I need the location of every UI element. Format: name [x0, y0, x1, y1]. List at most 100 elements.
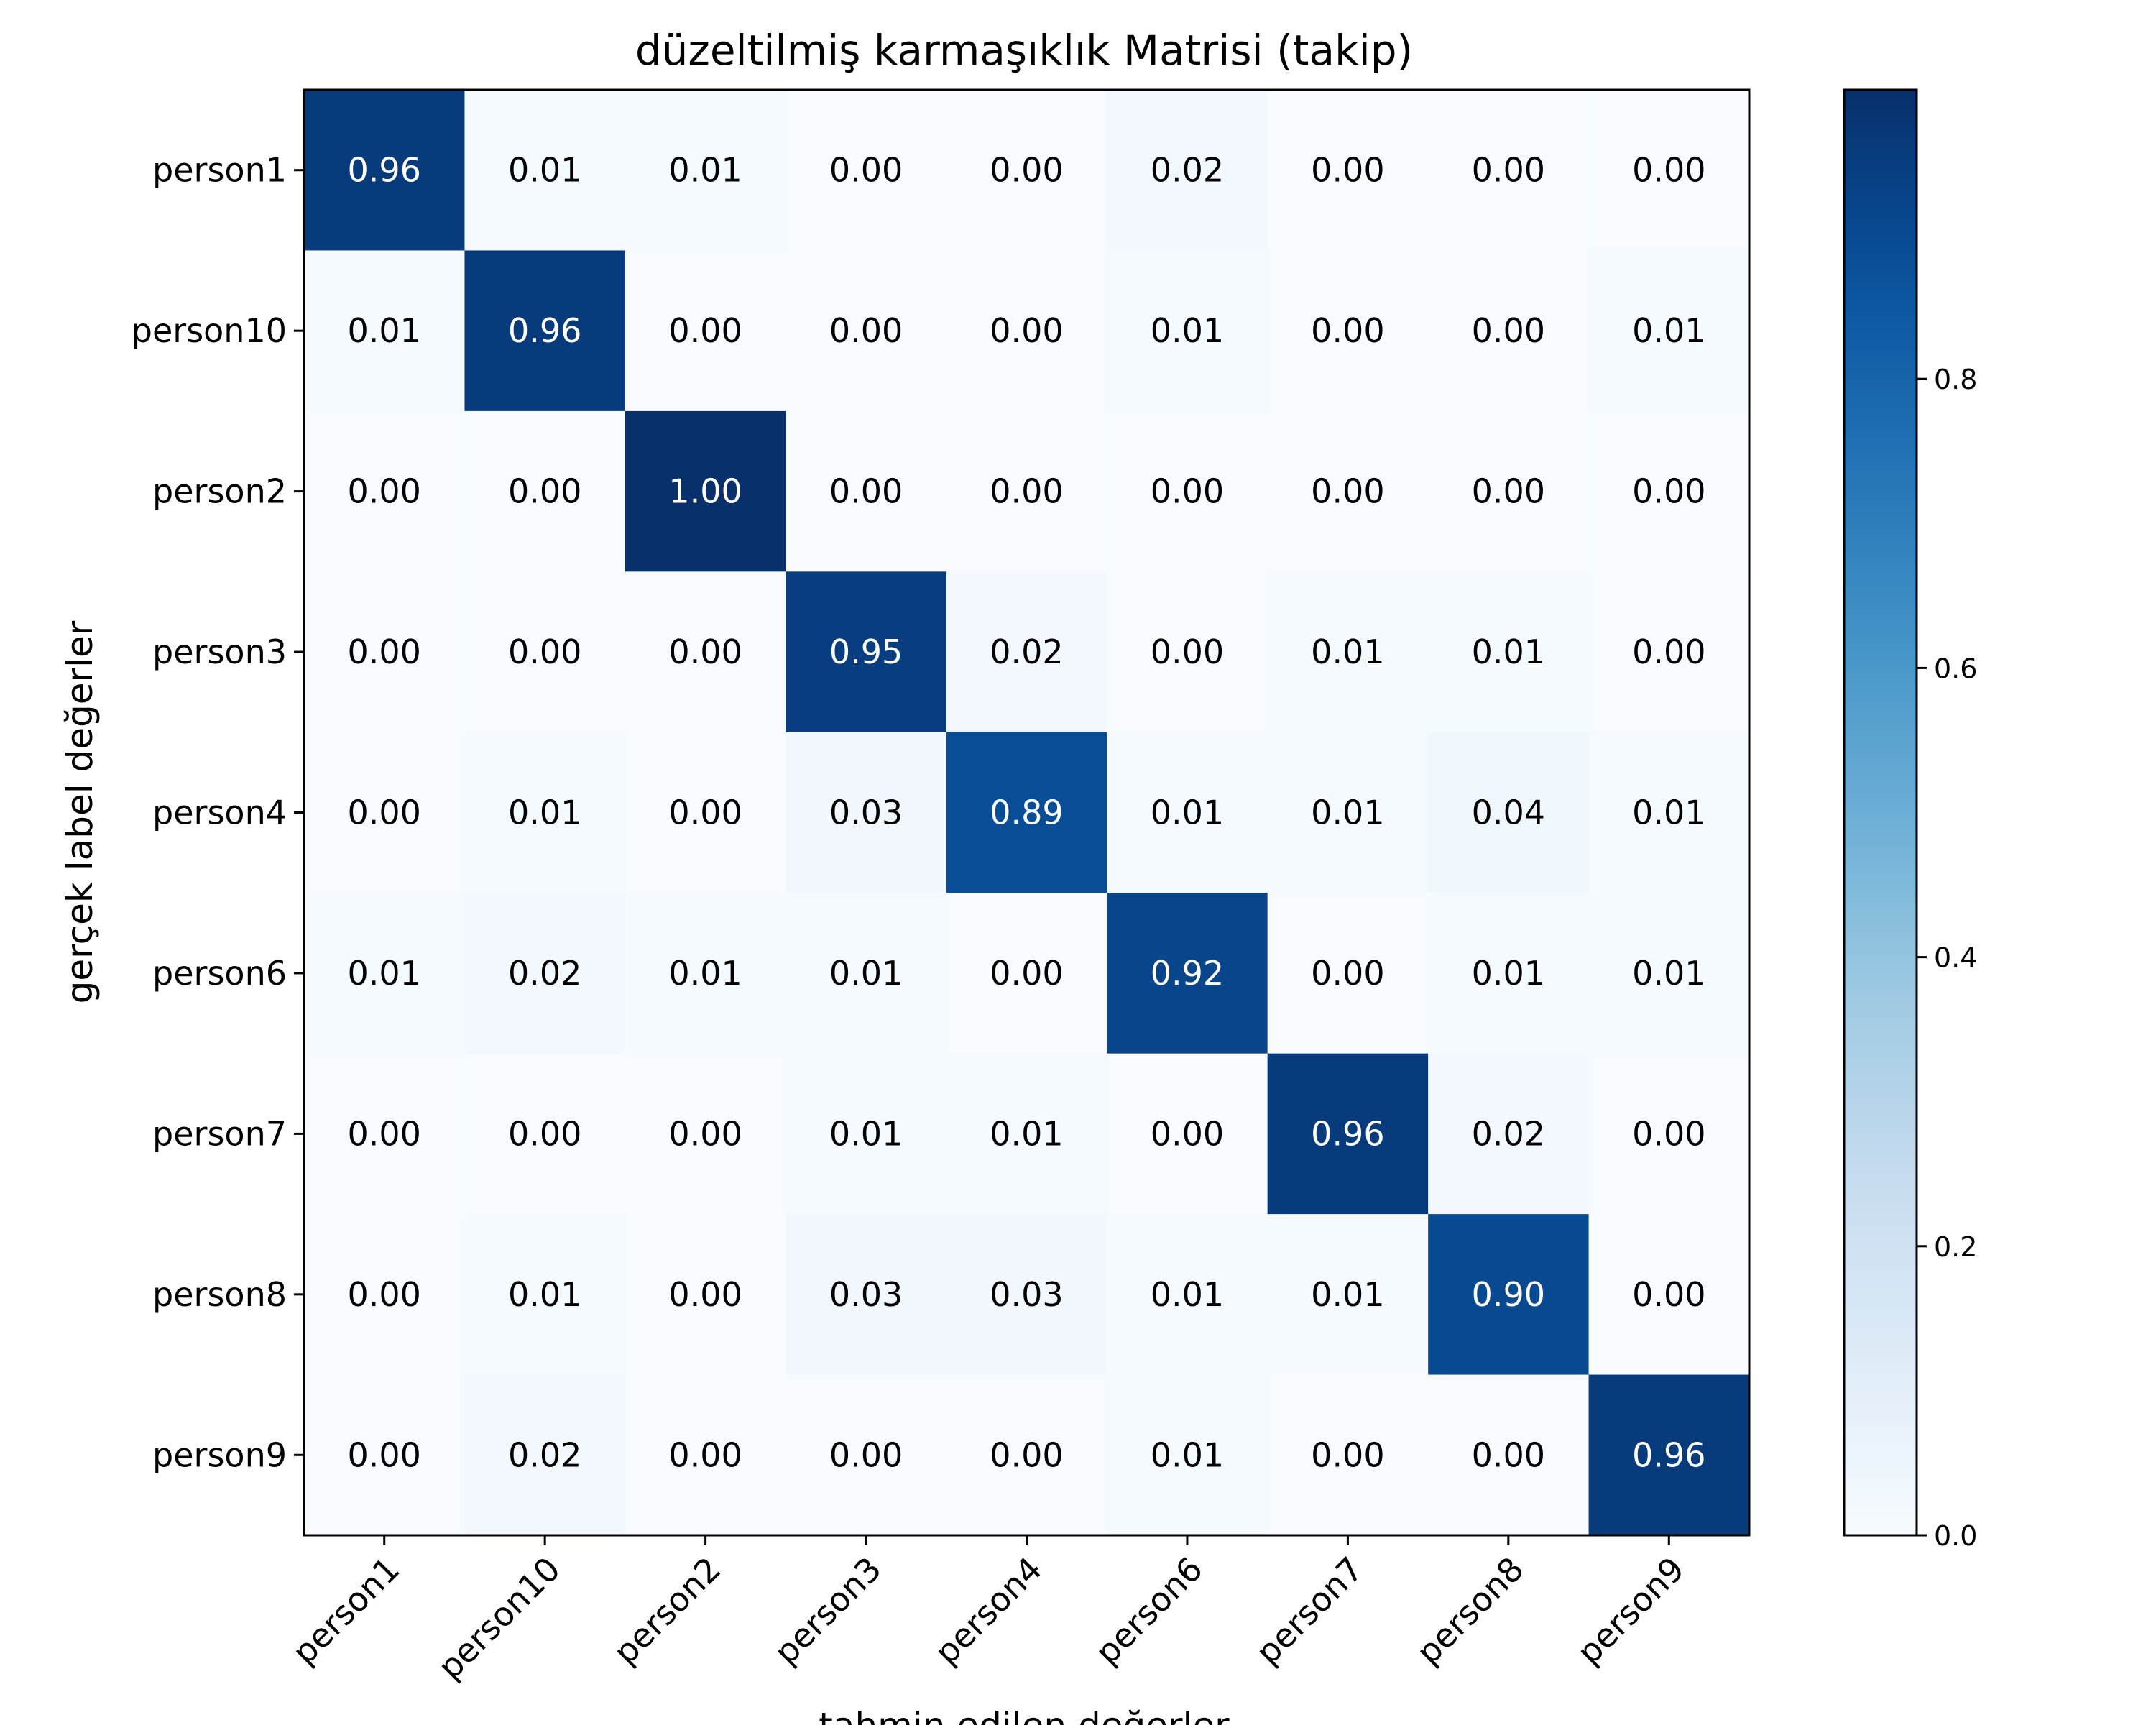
heatmap-cell: [464, 1374, 626, 1536]
cell-value-label: 0.95: [829, 632, 903, 671]
heatmap-cell: [1588, 1053, 1750, 1215]
heatmap-cell: [625, 571, 786, 733]
cell-value-label: 0.01: [1151, 311, 1224, 350]
cell-value-label: 0.96: [1632, 1435, 1705, 1474]
heatmap-cell: [464, 571, 626, 733]
cell-value-label: 0.01: [348, 954, 421, 993]
heatmap-cell: [1107, 1374, 1268, 1536]
heatmap-cell: [1107, 1053, 1268, 1215]
x-tick-label: person8: [1409, 1550, 1531, 1672]
heatmap-cell: [1588, 250, 1750, 412]
heatmap-cell: [625, 250, 786, 412]
cell-value-label: 0.01: [508, 1275, 581, 1314]
y-tick-label: person7: [152, 1114, 287, 1153]
heatmap-cell: [304, 893, 466, 1054]
heatmap-cell: [304, 571, 466, 733]
heatmap-cell: [304, 1374, 466, 1536]
colorbar-tick-label: 0.4: [1934, 942, 1977, 974]
heatmap-cell: [786, 90, 947, 252]
cell-value-label: 0.00: [1632, 1114, 1705, 1153]
x-tick-label: person7: [1248, 1550, 1370, 1672]
cell-value-label: 0.00: [990, 151, 1063, 190]
heatmap-cell: [1267, 571, 1429, 733]
x-tick-label: person4: [927, 1550, 1049, 1672]
heatmap-cell: [304, 1053, 466, 1215]
heatmap-cell-labels: 0.96 0.01 0.01 0.00 0.00 0.02 0.00 0.00 0.00 0.01…: [348, 151, 1706, 1475]
heatmap-cell: [786, 410, 947, 572]
cell-value-label: 0.00: [1472, 1435, 1545, 1474]
cell-value-label: 0.00: [1311, 151, 1384, 190]
heatmap-cell: [1588, 893, 1750, 1054]
cell-value-label: 0.01: [1311, 794, 1384, 832]
cell-value-label: 0.00: [1311, 311, 1384, 350]
y-tick-label: person1: [152, 151, 287, 190]
cell-value-label: 0.00: [829, 311, 903, 350]
cell-value-label: 0.00: [668, 632, 742, 671]
cell-value-label: 0.00: [829, 1435, 903, 1474]
cell-value-label: 0.96: [348, 151, 421, 190]
heatmap-cell: [1588, 410, 1750, 572]
cell-value-label: 0.02: [990, 632, 1063, 671]
heatmap-cell: [946, 250, 1107, 412]
y-tick-label: person4: [152, 794, 287, 832]
cell-value-label: 0.00: [990, 472, 1063, 511]
cell-value-label: 0.01: [668, 954, 742, 993]
y-tick-label: person8: [152, 1275, 287, 1314]
heatmap-cell: [1428, 410, 1590, 572]
cell-value-label: 0.02: [1472, 1114, 1545, 1153]
heatmap-cell: [464, 1214, 626, 1376]
heatmap-cell: [625, 1053, 786, 1215]
heatmap-cell: [1107, 410, 1268, 572]
x-axis-ticks: person1 person10 person2 person3 person4 pers…: [285, 1535, 1692, 1687]
cell-value-label: 0.03: [990, 1275, 1063, 1314]
heatmap-cell: [1267, 410, 1429, 572]
colorbar-tick-label: 0.2: [1934, 1231, 1977, 1263]
cell-value-label: 0.00: [1632, 632, 1705, 671]
heatmap-cell: [464, 250, 626, 412]
heatmap-cell: [1267, 90, 1429, 252]
cell-value-label: 0.01: [1311, 1275, 1384, 1314]
cell-value-label: 0.01: [990, 1114, 1063, 1153]
cell-value-label: 0.00: [1632, 151, 1705, 190]
cell-value-label: 0.00: [1632, 472, 1705, 511]
heatmap-cell: [1428, 1374, 1590, 1536]
heatmap-cells: [304, 90, 1750, 1536]
heatmap-cell: [946, 732, 1107, 893]
cell-value-label: 0.01: [1632, 954, 1705, 993]
cell-value-label: 0.01: [1472, 632, 1545, 671]
cell-value-label: 0.00: [1311, 1435, 1384, 1474]
cell-value-label: 0.01: [829, 954, 903, 993]
x-tick-label: person6: [1087, 1550, 1210, 1672]
heatmap-cell: [946, 410, 1107, 572]
heatmap-cell: [1588, 90, 1750, 252]
cell-value-label: 0.00: [348, 1275, 421, 1314]
cell-value-label: 0.00: [668, 311, 742, 350]
cell-value-label: 0.01: [508, 151, 581, 190]
cell-value-label: 0.00: [348, 794, 421, 832]
cell-value-label: 0.89: [990, 794, 1063, 832]
cell-value-label: 0.01: [508, 794, 581, 832]
cell-value-label: 0.00: [348, 1114, 421, 1153]
cell-value-label: 0.01: [1472, 954, 1545, 993]
heatmap-cell: [625, 893, 786, 1054]
cell-value-label: 0.00: [1151, 472, 1224, 511]
cell-value-label: 0.04: [1472, 794, 1545, 832]
cell-value-label: 0.00: [1632, 1275, 1705, 1314]
cell-value-label: 0.01: [1632, 794, 1705, 832]
heatmap-cell: [1428, 1053, 1590, 1215]
heatmap-cell: [1107, 732, 1268, 893]
y-tick-label: person9: [152, 1435, 287, 1474]
cell-value-label: 0.01: [1311, 632, 1384, 671]
heatmap-cell: [1428, 893, 1590, 1054]
cell-value-label: 0.00: [668, 1114, 742, 1153]
cell-value-label: 0.00: [668, 1275, 742, 1314]
cell-value-label: 0.00: [990, 1435, 1063, 1474]
cell-value-label: 0.03: [829, 1275, 903, 1314]
heatmap-cell: [464, 732, 626, 893]
heatmap-cell: [1428, 571, 1590, 733]
heatmap-cell: [464, 1053, 626, 1215]
heatmap-cell: [1267, 250, 1429, 412]
cell-value-label: 0.03: [829, 794, 903, 832]
heatmap-cell: [625, 732, 786, 893]
x-tick-label: person3: [766, 1550, 888, 1672]
